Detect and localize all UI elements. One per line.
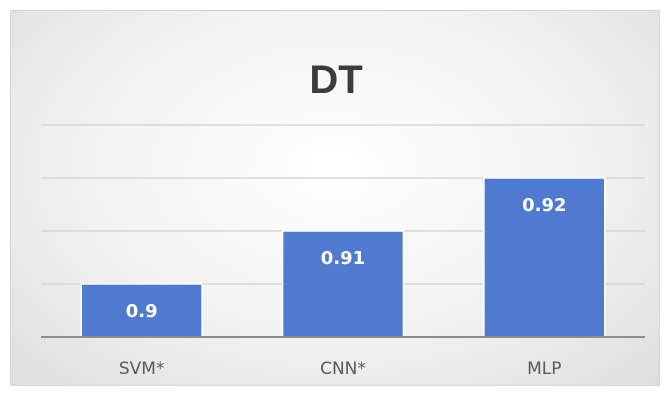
bar-cnn (281, 230, 405, 338)
labels: 0.9 SVM* 0.91 CNN* 0.92 MLP (119, 195, 567, 379)
data-label: 0.9 (126, 301, 158, 322)
data-label: 0.92 (522, 195, 566, 216)
x-tick-label: CNN* (320, 359, 366, 379)
bar-svm (80, 283, 203, 338)
x-tick-label: SVM* (119, 359, 165, 379)
data-label: 0.91 (321, 248, 365, 269)
chart-title: DT (309, 58, 362, 102)
chart-frame: DT 0.9 SVM* 0.91 CNN* 0.92 MLP (10, 10, 660, 386)
bar-mlp (483, 177, 606, 338)
bar-chart: DT 0.9 SVM* 0.91 CNN* 0.92 MLP (41, 58, 645, 379)
x-tick-label: MLP (527, 359, 561, 379)
